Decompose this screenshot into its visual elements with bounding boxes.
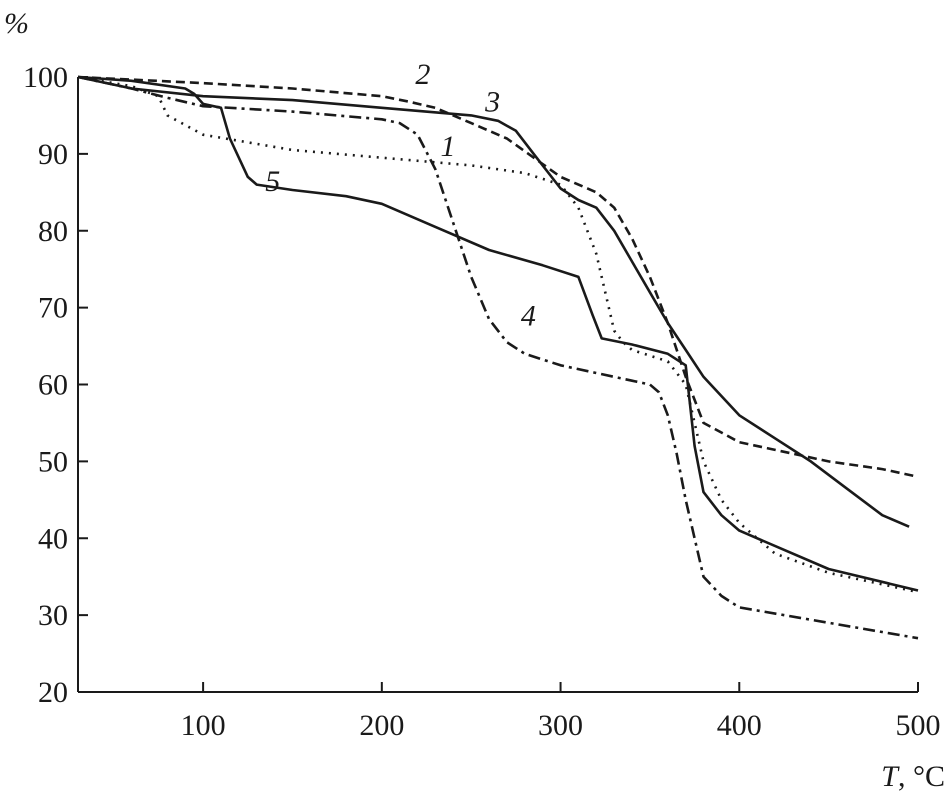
y-axis-label: % [4,7,29,40]
y-tick-label-20: 20 [38,676,68,709]
y-tick-label-30: 30 [38,599,68,632]
curve-label-1: 1 [440,130,455,163]
series-line-5 [77,75,919,592]
series-line-1 [77,75,919,594]
x-tick-label-400: 400 [717,709,762,742]
y-tick-label-100: 100 [23,61,68,94]
x-tick-label-100: 100 [181,709,226,742]
x-axis-label-unit: , °C [898,760,945,793]
x-axis-label: T, °C [881,760,945,793]
y-tick-label-50: 50 [38,445,68,478]
y-tick-label-60: 60 [38,369,68,402]
tick-labels: 100 200 300 400 500 20 30 40 50 60 70 80 90 100 [23,61,941,742]
tick-marks [78,76,919,693]
curve-labels: 1 2 3 4 5 [265,58,536,332]
curve-label-4: 4 [521,299,536,332]
series-line-2 [77,75,919,479]
series-group [77,75,919,640]
curve-label-2: 2 [415,58,430,91]
y-tick-label-90: 90 [38,138,68,171]
x-tick-label-300: 300 [538,709,583,742]
series-line-3 [77,75,910,528]
curve-label-3: 3 [484,86,500,119]
y-tick-label-70: 70 [38,292,68,325]
curve-label-5: 5 [265,165,280,198]
x-tick-label-200: 200 [359,709,404,742]
x-axis-label-symbol: T [881,760,900,793]
y-tick-label-80: 80 [38,215,68,248]
y-tick-label-40: 40 [38,522,68,555]
x-tick-label-500: 500 [896,709,941,742]
